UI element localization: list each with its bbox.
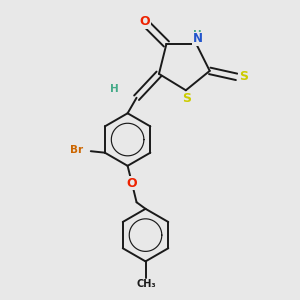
Text: N: N	[193, 32, 202, 45]
Text: H: H	[193, 30, 201, 40]
Text: CH₃: CH₃	[136, 279, 156, 290]
Text: S: S	[239, 70, 248, 83]
Text: H: H	[110, 84, 118, 94]
Text: O: O	[139, 15, 150, 28]
Text: S: S	[182, 92, 191, 105]
Text: O: O	[126, 177, 137, 190]
Text: Br: Br	[70, 145, 83, 155]
